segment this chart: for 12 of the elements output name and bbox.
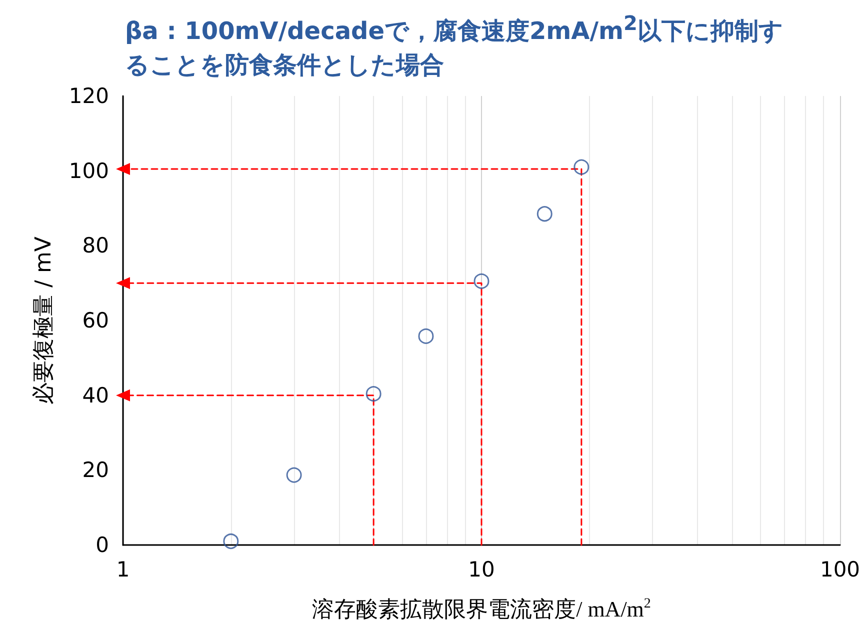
y-tick-label: 100 (68, 158, 109, 183)
y-tick-label: 80 (82, 234, 109, 258)
y-tick-label: 120 (68, 84, 109, 108)
y-tick-label: 0 (96, 533, 109, 557)
x-tick-label: 1 (116, 558, 130, 582)
x-tick-label: 10 (468, 558, 495, 582)
chart-title: βa : 100mV/decadeで，腐食速度2mA/m$^{2}$以下に抑制することを防食条件とした場合 (125, 11, 784, 79)
y-axis-title: 必要復極量 / mV (32, 236, 56, 404)
y-tick-label: 40 (82, 383, 109, 408)
y-tick-label: 20 (82, 458, 109, 482)
x-tick-label: 100 (820, 558, 860, 582)
y-tick-label: 60 (82, 308, 109, 332)
